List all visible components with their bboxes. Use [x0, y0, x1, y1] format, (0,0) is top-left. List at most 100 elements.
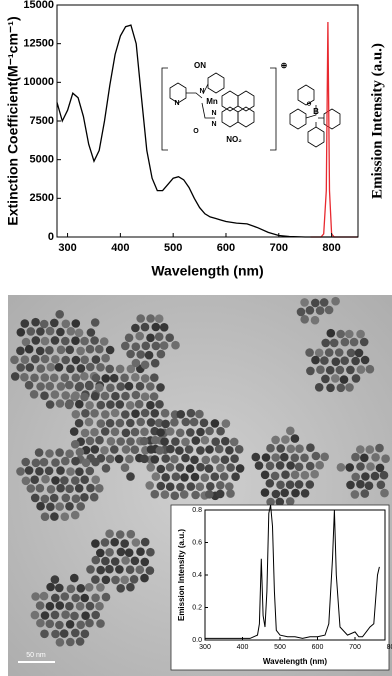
nanoparticle [305, 306, 315, 315]
nanoparticle [204, 464, 214, 473]
nanoparticle [70, 440, 80, 449]
nanoparticle [105, 564, 114, 574]
nanoparticle [56, 466, 65, 475]
nanoparticle [40, 336, 50, 346]
nanoparticle [106, 383, 115, 393]
nanoparticle [131, 538, 141, 547]
nanoparticle [346, 480, 355, 490]
nanoparticle [60, 476, 69, 485]
nanoparticle [354, 348, 364, 358]
nanoparticle [175, 428, 185, 438]
nanoparticle [80, 355, 89, 365]
data-line [310, 21, 358, 238]
nanoparticle [271, 453, 281, 462]
nanoparticle [326, 328, 336, 338]
nanoparticle [96, 583, 105, 592]
nanoparticle [285, 480, 295, 490]
nanoparticle [165, 482, 175, 492]
nanoparticle [350, 490, 360, 499]
nanoparticle [50, 575, 60, 584]
nanoparticle [121, 428, 131, 438]
nanoparticle [30, 493, 40, 503]
nanoparticle [75, 447, 85, 457]
nanoparticle [41, 474, 50, 484]
nanoparticle [281, 470, 290, 480]
nanoparticle [216, 463, 225, 473]
nanoparticle [150, 435, 160, 445]
nanoparticle [40, 512, 50, 521]
nanoparticle [141, 341, 151, 351]
y-tick-label: 0.0 [192, 637, 202, 644]
nanoparticle [71, 494, 81, 504]
nanoparticle [91, 593, 100, 603]
nanoparticle [16, 346, 25, 356]
nanoparticle [311, 298, 320, 308]
nanoparticle [306, 366, 315, 376]
nanoparticle [379, 470, 389, 480]
nanoparticle [225, 446, 234, 455]
nanoparticle [135, 381, 145, 391]
nanoparticle [80, 629, 90, 639]
nanoparticle [191, 490, 200, 500]
nanoparticle [265, 461, 275, 471]
nanoparticle [51, 629, 60, 639]
nanoparticle [215, 489, 225, 499]
nanoparticle [146, 333, 155, 343]
nanoparticle [151, 322, 161, 332]
nanoparticle [226, 489, 235, 498]
nanoparticle [340, 356, 350, 366]
nanoparticle [54, 363, 64, 372]
nanoparticle [115, 364, 125, 374]
nanoparticle [60, 373, 70, 383]
nanoparticle [186, 408, 196, 418]
nanoparticle [91, 610, 100, 620]
nanoparticle [381, 454, 390, 464]
nanoparticle [140, 454, 149, 464]
nanoparticle [146, 445, 156, 454]
nanoparticle [30, 610, 40, 620]
nanoparticle [331, 296, 340, 306]
y-tick-label: 0 [48, 231, 54, 243]
nanoparticle [131, 373, 140, 382]
nanoparticle [316, 365, 325, 375]
nanoparticle [314, 348, 324, 358]
nanoparticle [116, 382, 125, 391]
x-tick-label: 300 [199, 644, 211, 651]
nanoparticle [161, 419, 170, 429]
x-tick-label: 400 [111, 242, 129, 254]
nanoparticle [260, 470, 270, 480]
nanoparticle [120, 539, 129, 548]
nanoparticle [10, 355, 19, 365]
nanoparticle [90, 336, 99, 345]
nanoparticle [70, 510, 80, 520]
nanoparticle [66, 364, 75, 374]
nanoparticle [21, 337, 31, 347]
nanoparticle [55, 399, 65, 408]
nanoparticle [196, 462, 205, 472]
nanoparticle [60, 512, 70, 521]
nanoparticle [36, 382, 45, 391]
nanoparticle [336, 383, 346, 393]
nanoparticle [121, 391, 130, 401]
nanoparticle [65, 345, 75, 355]
nanoparticle [146, 382, 155, 391]
nanoparticle [170, 491, 180, 501]
nanoparticle [131, 323, 140, 333]
nanoparticle [140, 374, 150, 383]
nanoparticle [30, 475, 39, 485]
nanoparticle [334, 348, 344, 357]
nanoparticle [69, 427, 79, 436]
nanoparticle [325, 365, 335, 375]
nanoparticle [71, 593, 80, 603]
nanoparticle [190, 455, 199, 465]
nanoparticle [265, 479, 275, 488]
nanoparticle [365, 445, 375, 454]
nanoparticle [326, 383, 335, 393]
nanoparticle [324, 305, 334, 315]
nanoparticle [20, 372, 29, 382]
nanoparticle [310, 469, 320, 479]
nanoparticle [105, 364, 114, 374]
nanoparticle [154, 418, 164, 428]
nanoparticle [101, 556, 110, 566]
nanoparticle [46, 582, 55, 592]
